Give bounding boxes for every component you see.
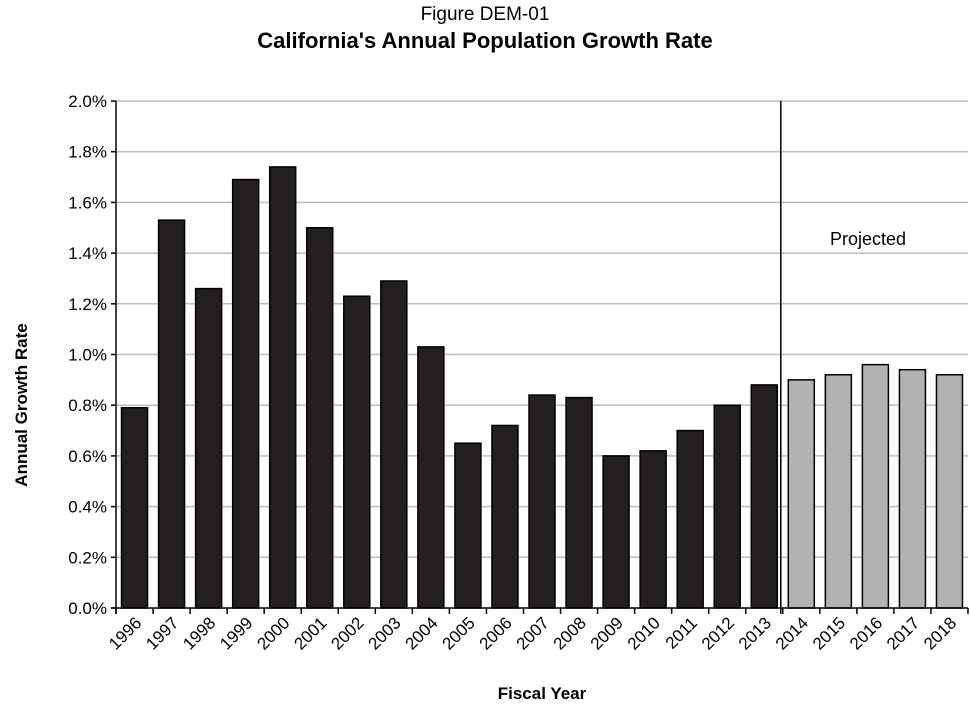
x-tick-label: 2001 [290, 613, 330, 653]
x-tick-label: 2013 [735, 613, 775, 653]
bar [602, 455, 630, 609]
x-tick-label: 2005 [439, 613, 479, 653]
x-tick-label: 2012 [698, 613, 738, 653]
y-tick-label: 0.6% [68, 447, 107, 466]
x-tick-label: 1998 [179, 613, 219, 653]
bar [231, 178, 260, 609]
bar [268, 166, 297, 609]
bar-projected [787, 379, 816, 609]
bar [417, 346, 445, 609]
bar [528, 394, 556, 609]
bar [343, 295, 371, 609]
bar [305, 227, 334, 609]
y-tick-label: 2.0% [68, 92, 107, 111]
x-tick-label: 2004 [402, 613, 442, 653]
bars [120, 166, 964, 609]
x-tick-label: 2002 [327, 613, 367, 653]
bar [713, 404, 741, 609]
x-tick-label: 2018 [920, 613, 960, 653]
y-tick-label: 0.2% [68, 548, 107, 567]
x-tick-label: 2003 [364, 613, 404, 653]
x-tick-label: 2017 [883, 613, 923, 653]
x-tick-label: 2010 [624, 613, 664, 653]
x-tick-label: 2014 [772, 613, 812, 653]
bar [639, 450, 667, 609]
bar [676, 429, 704, 609]
bar-projected [824, 374, 853, 609]
x-tick-label: 2016 [846, 613, 886, 653]
x-tick-label: 2009 [587, 613, 627, 653]
figure-caption: Figure DEM-01 [420, 4, 550, 25]
x-tick-label: 2008 [550, 613, 590, 653]
bar-projected [861, 363, 890, 609]
y-tick-label: 1.6% [68, 193, 107, 212]
y-tick-label: 1.0% [68, 346, 107, 365]
x-axis-title: Fiscal Year [498, 684, 587, 703]
y-tick-label: 0.0% [68, 599, 107, 618]
bar [565, 396, 593, 609]
x-tick-label: 2006 [476, 613, 516, 653]
x-tick-label: 1997 [142, 613, 182, 653]
bar [380, 280, 408, 609]
bar [120, 406, 149, 609]
y-tick-label: 0.4% [68, 498, 107, 517]
y-axis-title: Annual Growth Rate [12, 323, 31, 486]
chart-title: California's Annual Population Growth Ra… [257, 28, 713, 53]
bar-projected [935, 374, 964, 609]
bar [157, 219, 186, 609]
projected-annotation: Projected [830, 229, 906, 249]
x-tick-label: 2011 [662, 613, 701, 652]
x-tick-label: 2000 [253, 613, 293, 653]
bar-projected [898, 368, 927, 609]
y-tick-label: 1.4% [68, 244, 107, 263]
bar [194, 287, 223, 609]
bar [491, 424, 519, 609]
x-tick-label: 1996 [105, 613, 145, 653]
y-tick-label: 0.8% [68, 396, 107, 415]
y-tick-label: 1.2% [68, 295, 107, 314]
x-tick-label: 2015 [809, 613, 849, 653]
y-tick-label: 1.8% [68, 143, 107, 162]
axes [111, 100, 969, 614]
x-tick-label: 2007 [513, 613, 553, 653]
bar [454, 442, 482, 609]
bar [750, 384, 779, 609]
x-tick-label: 1999 [216, 613, 256, 653]
